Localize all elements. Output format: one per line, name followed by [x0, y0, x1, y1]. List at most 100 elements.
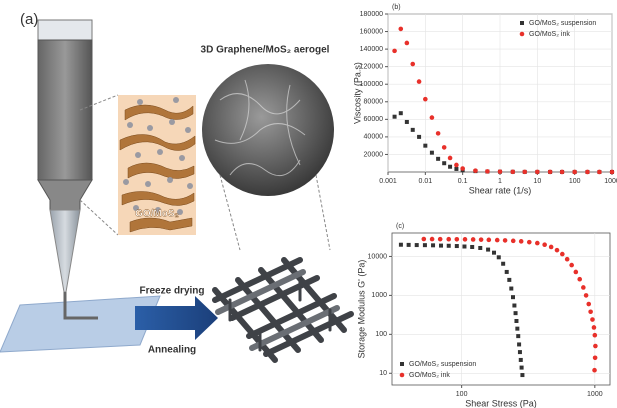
data-point	[510, 170, 515, 175]
data-point	[479, 237, 484, 242]
x-tick-label: 10	[533, 178, 541, 185]
data-point	[516, 334, 520, 338]
panel-label: (a)	[20, 11, 38, 28]
data-point	[549, 245, 554, 250]
data-point	[588, 309, 593, 314]
figure: (a) GO/MoS₂ 3D Graphene/MoS₂ aerogel	[0, 0, 617, 408]
data-point	[503, 238, 508, 243]
arrow-label: Annealing	[148, 345, 196, 356]
data-point	[517, 342, 521, 346]
data-point	[593, 355, 598, 360]
y-tick-label: 40000	[364, 134, 384, 141]
data-point	[565, 257, 570, 262]
data-point	[511, 239, 516, 244]
data-point	[436, 131, 441, 136]
data-point	[423, 144, 427, 148]
data-point	[399, 243, 403, 247]
x-axis-label: Shear rate (1/s)	[469, 185, 532, 195]
data-point	[486, 248, 490, 252]
data-point	[577, 277, 582, 282]
data-point	[501, 262, 505, 266]
data-point	[436, 157, 440, 161]
data-point	[442, 161, 446, 165]
x-axis-label: Shear Stress (Pa)	[465, 398, 537, 408]
data-point	[411, 128, 415, 132]
legend-label: GO/MoS₂ suspension	[529, 20, 596, 27]
legend-marker	[400, 373, 405, 378]
data-point	[485, 169, 490, 174]
data-point	[522, 170, 527, 175]
y-tick-label: 1000	[371, 292, 387, 299]
data-point	[448, 165, 452, 169]
data-point	[511, 295, 515, 299]
data-point	[447, 244, 451, 248]
data-point	[586, 302, 591, 307]
y-tick-label: 60000	[364, 116, 384, 123]
data-point	[509, 287, 513, 291]
data-point	[593, 333, 598, 338]
y-tick-label: 10000	[368, 253, 388, 260]
legend-label: GO/MoS₂ ink	[409, 372, 450, 379]
data-point	[542, 242, 547, 247]
y-tick-label: 80000	[364, 99, 384, 106]
arrow-label: Freeze drying	[139, 286, 204, 297]
y-tick-label: 100	[375, 331, 387, 338]
legend-label: GO/MoS₂ ink	[529, 31, 570, 38]
data-point	[518, 350, 522, 354]
legend-label: GO/MoS₂ suspension	[409, 361, 476, 368]
data-point	[497, 255, 501, 259]
legend-marker	[520, 32, 525, 37]
data-point	[520, 366, 524, 370]
data-point	[495, 238, 500, 243]
data-point	[446, 237, 451, 242]
data-point	[569, 263, 574, 268]
data-point	[407, 243, 411, 247]
data-point	[417, 79, 422, 84]
data-point	[507, 278, 511, 282]
zoom-line	[80, 200, 118, 235]
lattice	[215, 260, 351, 360]
data-point	[405, 120, 409, 124]
data-point	[593, 344, 598, 349]
x-tick-label: 100	[569, 178, 581, 185]
y-tick-label: 10	[379, 370, 387, 377]
syringe-neck	[38, 180, 92, 210]
data-point	[392, 49, 397, 54]
y-axis-label: Viscosity (Pa.s)	[352, 62, 362, 124]
data-point	[515, 327, 519, 331]
y-tick-label: 160000	[360, 28, 383, 35]
y-tick-label: 180000	[360, 11, 383, 18]
y-tick-label: 100000	[360, 81, 383, 88]
data-point	[473, 168, 478, 173]
data-point	[492, 251, 496, 255]
data-point	[393, 115, 397, 119]
panel-label: (b)	[392, 4, 401, 11]
data-point	[454, 163, 459, 168]
y-axis-label: Storage Modulus G' (Pa)	[356, 260, 366, 359]
data-point	[430, 237, 435, 242]
data-point	[430, 151, 434, 155]
y-tick-label: 20000	[364, 151, 384, 158]
data-point	[512, 304, 516, 308]
syringe-barrel	[38, 40, 92, 180]
schematic: (a) GO/MoS₂ 3D Graphene/MoS₂ aerogel	[0, 11, 351, 360]
data-point	[423, 97, 428, 102]
data-point	[410, 62, 415, 67]
data-point	[462, 245, 466, 249]
data-point	[574, 270, 579, 275]
data-point	[439, 244, 443, 248]
ink-label: GO/MoS₂	[135, 209, 179, 220]
data-point	[398, 27, 403, 32]
data-point	[585, 170, 590, 175]
data-point	[584, 293, 589, 298]
nozzle	[50, 210, 80, 292]
data-point	[415, 243, 419, 247]
data-point	[405, 41, 410, 46]
data-point	[471, 237, 476, 242]
data-point	[423, 243, 427, 247]
data-point	[610, 170, 615, 175]
legend-marker	[400, 362, 404, 366]
x-tick-label: 0.01	[419, 178, 433, 185]
panel-label: (c)	[396, 223, 404, 230]
zoom-line	[316, 175, 330, 250]
